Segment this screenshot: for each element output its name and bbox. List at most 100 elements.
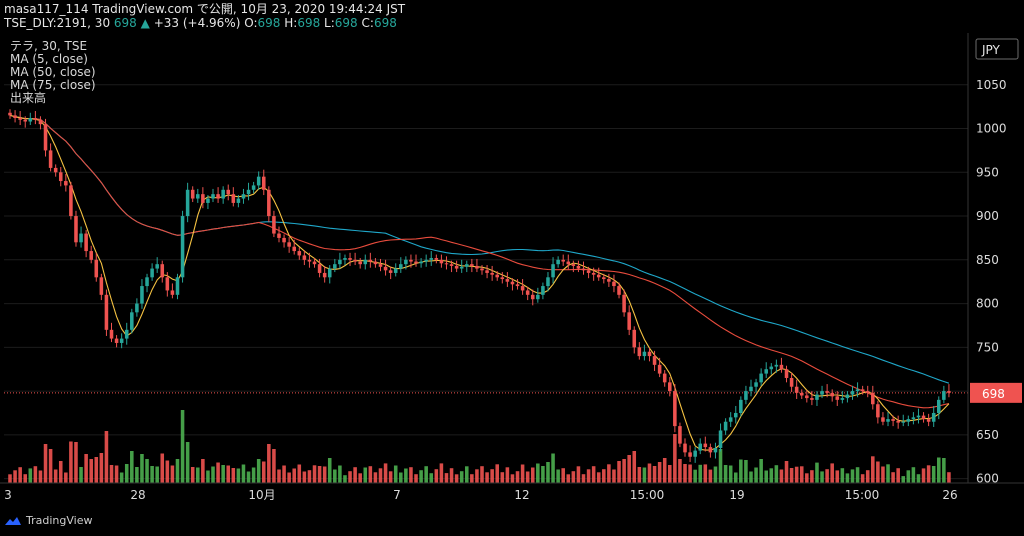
candle-body: [58, 172, 63, 182]
time-axis: 3 28 10月 7 12 15:00 19 15:00 26: [0, 482, 1024, 502]
candle-body: [637, 347, 642, 357]
volume-bar: [211, 466, 215, 483]
low-label: L:: [324, 16, 335, 30]
volume-bar: [769, 468, 774, 483]
time-tick-label: 28: [130, 488, 145, 502]
candle-body: [231, 194, 236, 203]
volume-bar: [510, 474, 515, 483]
candle-body: [99, 277, 104, 295]
candle-body: [211, 194, 215, 199]
volume-bar: [231, 468, 236, 483]
volume-bar: [556, 469, 560, 483]
candle-body: [241, 194, 246, 199]
volume-bars: [8, 410, 951, 483]
moving-averages: [4, 114, 968, 451]
volume-bar: [693, 469, 697, 483]
candle-body: [495, 274, 500, 278]
candle-body: [505, 279, 510, 282]
candle-body: [617, 286, 621, 295]
candle-body: [312, 261, 317, 265]
candle-body: [510, 281, 515, 285]
volume-bar: [302, 471, 307, 483]
candle-body: [155, 264, 159, 269]
candle-body: [490, 272, 494, 275]
candle-body: [886, 419, 890, 422]
volume-bar: [272, 449, 276, 483]
candle-body: [180, 216, 185, 278]
volume-bar: [267, 444, 271, 483]
volume-bar: [794, 466, 799, 483]
volume-bar: [505, 467, 510, 483]
volume-bar: [150, 466, 154, 483]
symbol-ohlc-line: TSE_DLY:2191, 30 698 ▲ +33 (+4.96%) O:69…: [4, 16, 397, 30]
ma5-line: [9, 114, 950, 451]
grid-lines: [4, 84, 968, 480]
volume-bar: [180, 410, 185, 483]
volume-bar: [845, 473, 850, 483]
volume-bar: [652, 466, 657, 483]
candle-body: [404, 259, 408, 265]
candle-body: [226, 189, 231, 195]
legend-ma50[interactable]: MA (50, close): [10, 65, 96, 79]
price-tick-label: 900: [976, 209, 999, 223]
legend-ma75[interactable]: MA (75, close): [10, 78, 96, 92]
candle-body: [327, 268, 332, 278]
candle-body: [338, 259, 342, 265]
candle-body: [647, 351, 652, 357]
candle-body: [815, 394, 819, 400]
candle-body: [297, 251, 302, 256]
candle-body: [820, 391, 824, 395]
volume-bar: [536, 463, 540, 483]
candle-body: [439, 259, 444, 264]
tradingview-footer[interactable]: TradingView: [4, 514, 92, 527]
volume-bar: [784, 461, 789, 483]
volume-bar: [277, 469, 281, 483]
price-tick-label: 1050: [976, 78, 1007, 92]
volume-bar: [99, 453, 104, 483]
volume-bar: [820, 471, 824, 483]
volume-bar: [38, 470, 43, 483]
candle-body: [272, 216, 276, 234]
price-tick-label: 650: [976, 428, 999, 442]
candle-body: [789, 377, 794, 387]
volume-bar: [79, 467, 83, 483]
volume-bar: [759, 459, 763, 483]
candle-body: [28, 118, 33, 122]
volume-bar: [322, 466, 327, 483]
candle-body: [855, 389, 860, 392]
candle-body: [779, 364, 784, 370]
candle-body: [399, 264, 403, 269]
candle-body: [317, 264, 322, 273]
candle-body: [261, 176, 266, 190]
candle-body: [119, 338, 124, 343]
candle-body: [282, 237, 286, 243]
candle-body: [251, 185, 256, 190]
volume-bar: [901, 476, 906, 483]
legend-volume[interactable]: 出来高: [10, 91, 47, 105]
volume-bar: [33, 466, 38, 483]
last-price-tag-label: 698: [982, 387, 1005, 401]
volume-bar: [678, 459, 682, 483]
candle-body: [561, 259, 565, 262]
candle-body: [8, 112, 12, 116]
volume-bar: [703, 464, 708, 483]
volume-bar: [931, 466, 936, 483]
price-chart[interactable]: 60065070075080085090095010001050JPY698 3…: [0, 33, 1024, 513]
candle-body: [48, 150, 53, 168]
legend-symbol[interactable]: テラ, 30, TSE: [10, 39, 88, 53]
volume-bar: [749, 471, 753, 483]
candle-body: [114, 338, 119, 343]
volume-bar: [754, 467, 758, 483]
candle-body: [256, 176, 261, 186]
volume-bar: [916, 474, 921, 483]
candle-body: [693, 450, 697, 457]
volume-bar: [327, 458, 332, 483]
volume-bar: [591, 466, 596, 483]
volume-bar: [8, 474, 12, 483]
volume-bar: [728, 465, 733, 483]
candle-body: [206, 198, 210, 203]
candle-body: [475, 265, 479, 269]
legend-ma5[interactable]: MA (5, close): [10, 52, 88, 66]
volume-bar: [64, 472, 68, 483]
candle-body: [871, 392, 875, 405]
